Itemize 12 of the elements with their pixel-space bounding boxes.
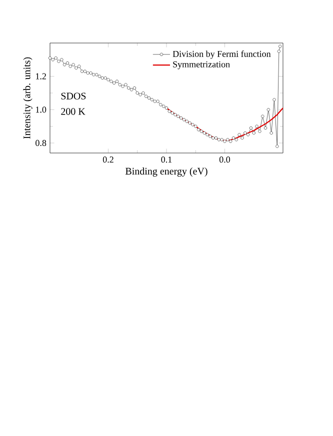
annotation: SDOS — [61, 92, 86, 100]
y-axis-title: Intensity (arb. units) — [23, 57, 32, 139]
legend-label: Symmetrization — [173, 61, 230, 70]
x-axis-title: Binding energy (eV) — [125, 168, 208, 177]
y-tick-label: 1.2 — [36, 73, 46, 80]
x-tick-label: 0.1 — [161, 156, 172, 163]
annotation: 200 K — [61, 108, 86, 115]
x-tick-label: 0.2 — [102, 156, 114, 163]
x-tick-label: 0.0 — [219, 156, 230, 163]
legend-label: Division by Fermi function — [172, 50, 271, 59]
y-tick-label: 1.0 — [36, 106, 46, 113]
y-tick-label: 0.8 — [36, 140, 46, 146]
